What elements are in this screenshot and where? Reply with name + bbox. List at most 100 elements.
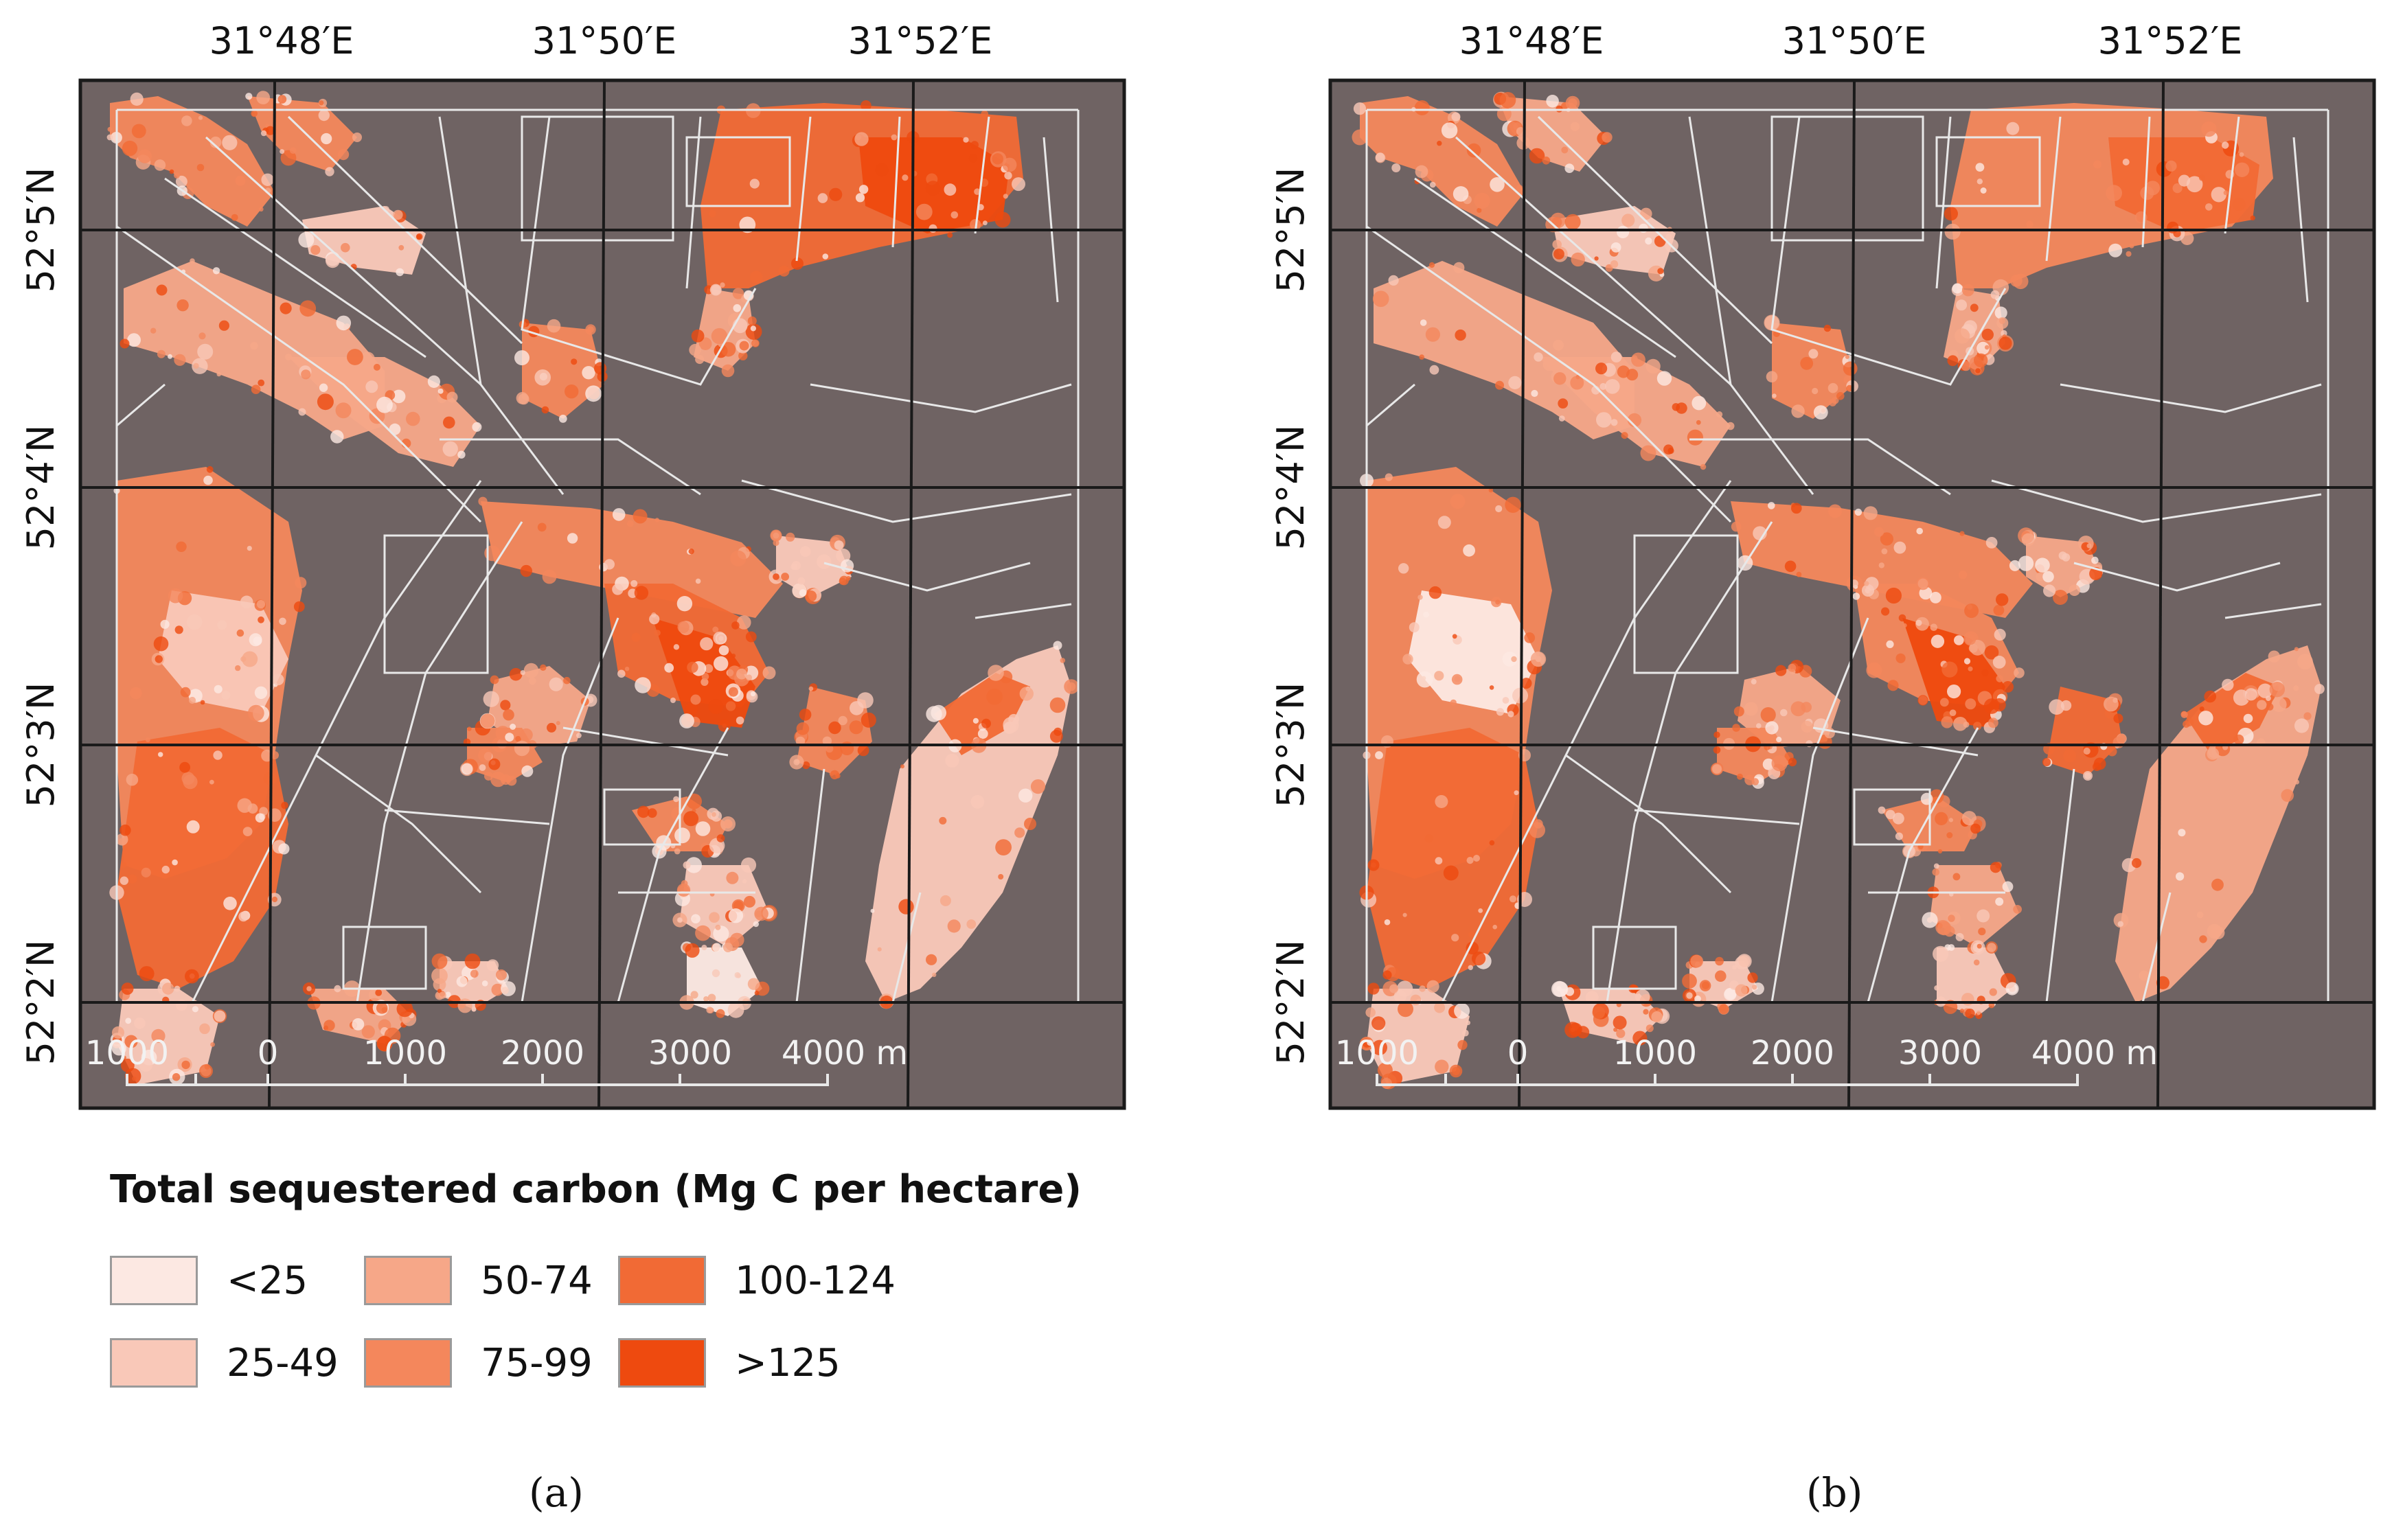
carbon-speck — [791, 561, 801, 571]
carbon-speck — [1813, 405, 1828, 420]
carbon-patch — [934, 673, 1030, 755]
carbon-speck — [1632, 1031, 1648, 1046]
carbon-speck — [1955, 328, 1970, 344]
carbon-speck — [319, 383, 328, 392]
legend-label: 25-49 — [227, 1340, 339, 1386]
carbon-speck — [281, 801, 288, 809]
carbon-speck — [736, 668, 747, 680]
carbon-speck — [121, 982, 134, 995]
carbon-speck — [2113, 912, 2129, 928]
carbon-speck — [2122, 159, 2130, 165]
carbon-speck — [1994, 628, 2006, 641]
carbon-speck — [2243, 713, 2253, 724]
carbon-speck — [321, 133, 332, 145]
carbon-speck — [1434, 671, 1444, 681]
carbon-speck — [970, 141, 979, 149]
carbon-speck — [1987, 943, 1996, 952]
carbon-speck — [216, 371, 222, 377]
parcel-line — [1565, 754, 1732, 894]
carbon-speck — [1443, 865, 1459, 881]
carbon-speck — [747, 316, 757, 325]
carbon-speck — [1828, 504, 1842, 518]
carbon-speck — [510, 724, 516, 730]
carbon-speck — [393, 209, 403, 220]
carbon-patch — [522, 323, 604, 419]
carbon-speck — [674, 848, 681, 855]
carbon-speck — [484, 772, 493, 781]
carbon-speck — [689, 343, 701, 356]
carbon-speck — [352, 133, 362, 142]
carbon-speck — [1353, 102, 1367, 115]
carbon-speck — [1977, 341, 1990, 355]
carbon-speck — [1716, 411, 1723, 418]
carbon-speck — [2232, 198, 2246, 211]
legend-item: <25 — [110, 1250, 308, 1311]
carbon-speck — [1365, 1007, 1376, 1018]
carbon-speck — [1916, 527, 1923, 535]
carbon-speck — [2091, 556, 2099, 564]
carbon-speck — [210, 1042, 215, 1047]
parcel-line — [2141, 892, 2172, 1003]
carbon-speck — [1375, 751, 1383, 759]
carbon-speck — [2083, 747, 2091, 755]
carbon-speck — [799, 709, 812, 721]
carbon-speck — [2060, 700, 2072, 711]
carbon-speck — [1426, 980, 1439, 993]
parcel-line — [2292, 137, 2309, 303]
carbon-speck — [464, 953, 481, 969]
parcel-line — [2224, 603, 2322, 619]
carbon-speck — [238, 911, 249, 922]
carbon-speck — [107, 126, 113, 132]
carbon-speck — [1952, 283, 1963, 294]
carbon-speck — [280, 150, 297, 166]
carbon-speck — [1610, 352, 1622, 363]
carbon-speck — [1996, 675, 2003, 682]
carbon-speck — [242, 827, 253, 836]
carbon-speck — [1756, 723, 1762, 728]
scale-label: 0 — [1507, 1034, 1529, 1072]
carbon-speck — [709, 209, 716, 218]
carbon-speck — [1939, 698, 1949, 707]
carbon-speck — [1520, 678, 1532, 689]
carbon-speck — [1981, 328, 1994, 341]
carbon-speck — [1423, 611, 1429, 618]
parcel-line — [1366, 225, 1732, 523]
carbon-speck — [1935, 812, 1948, 825]
carbon-speck — [186, 614, 203, 630]
carbon-speck — [541, 406, 549, 414]
carbon-speck — [691, 329, 705, 343]
carbon-speck — [1495, 505, 1503, 513]
carbon-speck — [1929, 789, 1944, 804]
carbon-speck — [1937, 921, 1952, 936]
carbon-speck — [686, 793, 702, 809]
lat-label: 52°4′N — [1269, 425, 1312, 551]
carbon-speck — [213, 750, 223, 760]
parcel-line — [974, 116, 990, 234]
parcel-line — [438, 116, 565, 495]
carbon-speck — [1930, 623, 1938, 631]
carbon-speck — [805, 590, 817, 602]
carbon-speck — [1665, 233, 1672, 240]
carbon-speck — [749, 179, 760, 189]
carbon-speck — [711, 812, 716, 817]
carbon-patch — [1937, 947, 2012, 1016]
carbon-speck — [2002, 881, 2014, 893]
carbon-speck — [437, 989, 442, 993]
carbon-speck — [251, 384, 261, 394]
parcel-line — [795, 116, 812, 262]
carbon-speck — [1885, 587, 1902, 604]
carbon-speck — [1651, 1011, 1663, 1023]
carbon-speck — [501, 981, 516, 996]
carbon-speck — [500, 700, 511, 711]
carbon-speck — [231, 214, 238, 221]
carbon-speck — [156, 284, 168, 296]
carbon-speck — [1391, 163, 1401, 172]
carbon-speck — [720, 282, 725, 288]
carbon-patches-a — [106, 91, 1079, 1085]
carbon-speck — [124, 1035, 138, 1048]
carbon-speck — [1610, 419, 1618, 426]
carbon-speck — [1454, 1002, 1470, 1019]
carbon-speck — [2204, 690, 2216, 703]
carbon-speck — [1613, 1015, 1627, 1030]
carbon-speck — [1496, 708, 1505, 716]
